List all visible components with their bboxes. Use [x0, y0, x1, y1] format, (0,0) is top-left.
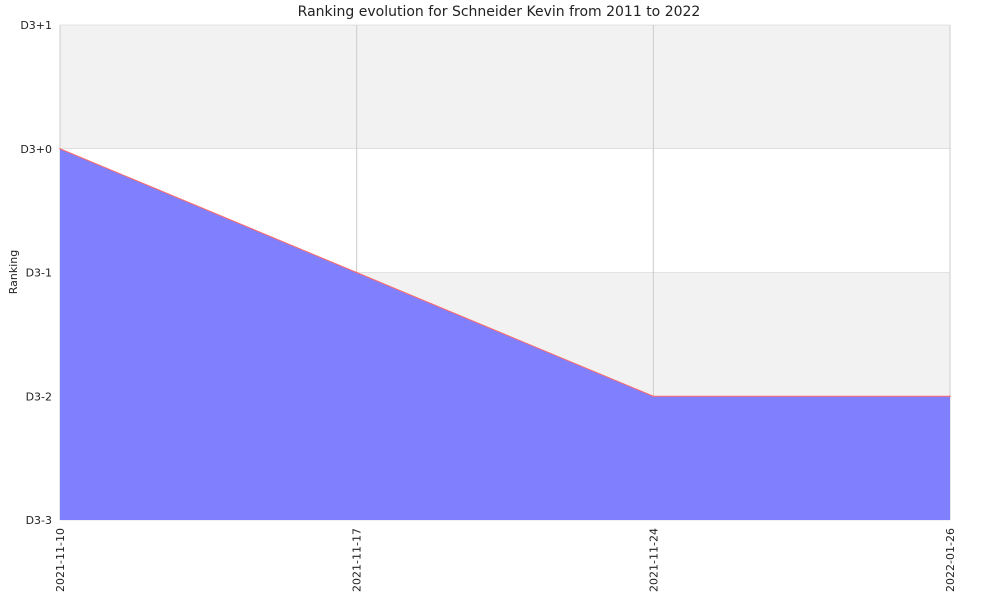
y-tick-label: D3-3 — [26, 514, 52, 527]
y-tick-label: D3-2 — [26, 390, 52, 403]
x-tick-label: 2021-11-10 — [54, 528, 67, 592]
data-point — [59, 147, 61, 150]
x-axis-ticks: 2021-11-10 2021-11-17 2021-11-24 2022-01-26 — [54, 528, 957, 592]
series-layer — [59, 147, 951, 520]
series-line — [59, 148, 950, 397]
data-point — [355, 271, 358, 274]
x-tick-label: 2022-01-26 — [944, 528, 957, 592]
background-band — [60, 25, 950, 149]
y-axis-ticks: D3+1 D3+0 D3-1 D3-2 D3-3 — [20, 19, 52, 527]
y-tick-label: D3-1 — [26, 267, 52, 280]
y-tick-label: D3+0 — [20, 143, 52, 156]
chart-title: Ranking evolution for Schneider Kevin fr… — [298, 4, 701, 20]
y-axis-title: Ranking — [7, 250, 20, 295]
x-tick-label: 2021-11-24 — [647, 528, 660, 592]
data-point — [949, 395, 951, 398]
y-tick-label: D3+1 — [20, 19, 52, 32]
x-tick-label: 2021-11-17 — [351, 528, 364, 592]
data-point — [652, 395, 655, 398]
